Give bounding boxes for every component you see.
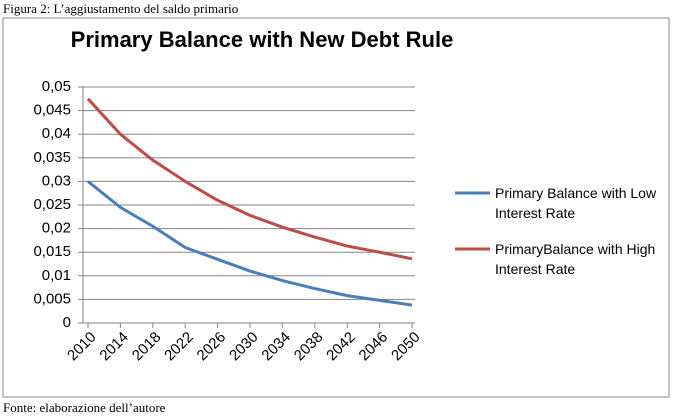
chart-frame (2, 17, 670, 398)
caption: Figura 2: L’aggiustamento del saldo prim… (3, 1, 239, 16)
y-tick-label: 0,05 (42, 78, 71, 95)
chart-title: Primary Balance with New Debt Rule (71, 27, 454, 52)
y-tick-label: 0,035 (33, 149, 71, 166)
y-tick-label: 0,005 (33, 290, 71, 307)
y-tick-label: 0,02 (42, 220, 71, 237)
series-line (87, 180, 413, 307)
legend-label: PrimaryBalance with High Interest Rate (495, 241, 656, 277)
y-tick-label: 0,025 (33, 196, 71, 213)
y-tick-label: 0,03 (42, 172, 71, 189)
y-tick-label: 0,01 (42, 267, 71, 284)
source: Fonte: elaborazione dell’autore (3, 400, 166, 415)
series-line (86, 97, 413, 261)
y-tick-label: 0,04 (42, 125, 71, 142)
y-tick-label: 0 (63, 314, 71, 331)
legend-label: Primary Balance with Low Interest Rate (495, 185, 657, 221)
y-tick-label: 0,045 (33, 102, 71, 119)
y-tick-label: 0,015 (33, 243, 71, 260)
